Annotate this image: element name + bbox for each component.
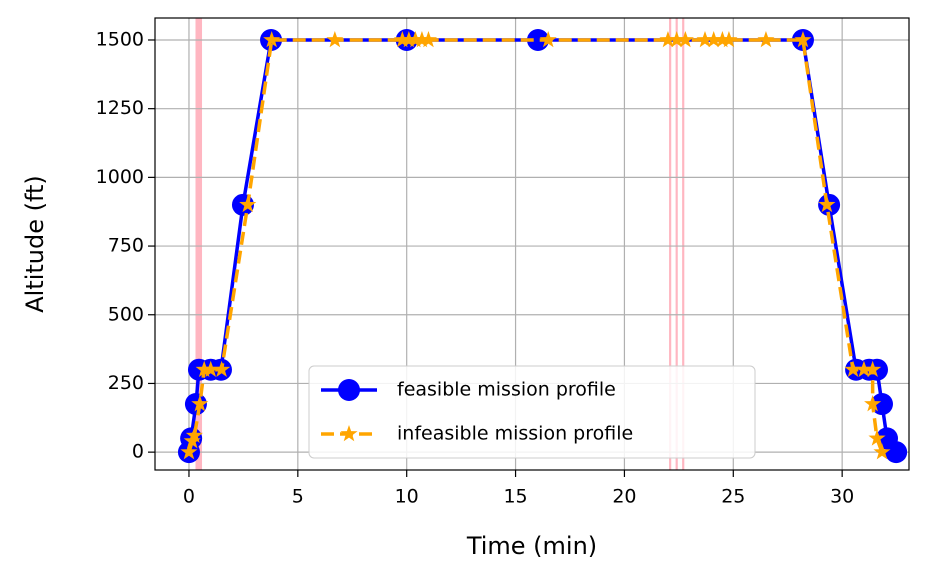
- y-tick-label: 1500: [96, 28, 144, 50]
- data-point: [855, 360, 873, 377]
- y-axis-label: Altitude (ft): [21, 175, 49, 313]
- legend-label: feasible mission profile: [397, 379, 616, 401]
- data-point: [213, 360, 231, 377]
- data-point: [413, 30, 431, 48]
- data-point: [659, 30, 677, 48]
- data-point: [868, 429, 886, 446]
- data-point: [393, 30, 411, 48]
- data-point: [873, 443, 891, 460]
- x-tick-label: 10: [395, 486, 419, 508]
- x-tick-label: 25: [721, 486, 745, 508]
- legend-marker: [340, 425, 358, 442]
- legend-box: [308, 365, 756, 459]
- y-tick-label: 0: [132, 441, 144, 463]
- data-point: [202, 360, 220, 377]
- data-point: [263, 30, 281, 48]
- data-point: [676, 30, 694, 48]
- plot-frame: [154, 17, 910, 471]
- data-point: [885, 441, 908, 464]
- legend-marker: [338, 379, 360, 401]
- data-point: [864, 360, 882, 377]
- data-point: [720, 30, 738, 48]
- data-point: [794, 30, 812, 48]
- data-point: [191, 395, 209, 412]
- data-point: [239, 195, 257, 213]
- series-line: [187, 38, 884, 453]
- y-tick-label: 500: [108, 303, 144, 325]
- highlight-span: [675, 18, 678, 470]
- data-point: [864, 395, 882, 412]
- legend-label: infeasible mission profile: [397, 423, 633, 445]
- x-tick-label: 15: [503, 486, 527, 508]
- highlight-span: [669, 18, 672, 470]
- data-point: [400, 30, 418, 48]
- data-point: [844, 360, 862, 377]
- x-tick-label: 20: [612, 486, 636, 508]
- highlight-span: [195, 18, 203, 470]
- x-axis-label: Time (min): [466, 532, 597, 560]
- data-point: [406, 30, 424, 48]
- x-tick-label: 0: [183, 486, 195, 508]
- data-point: [539, 30, 557, 48]
- data-point: [668, 30, 686, 48]
- data-point: [757, 30, 775, 48]
- data-point: [705, 30, 723, 48]
- y-tick-label: 250: [108, 372, 144, 394]
- data-point: [326, 30, 344, 48]
- data-point: [713, 30, 731, 48]
- highlight-span: [682, 18, 685, 470]
- data-point: [696, 30, 714, 48]
- y-tick-label: 1000: [96, 166, 144, 188]
- data-point: [180, 443, 198, 460]
- data-point: [195, 360, 213, 377]
- data-point: [185, 426, 203, 443]
- y-tick-label: 750: [108, 235, 144, 257]
- x-tick-label: 5: [292, 486, 304, 508]
- data-point: [818, 195, 836, 213]
- y-tick-label: 1250: [96, 97, 144, 119]
- x-tick-label: 30: [830, 486, 854, 508]
- data-point: [419, 30, 438, 48]
